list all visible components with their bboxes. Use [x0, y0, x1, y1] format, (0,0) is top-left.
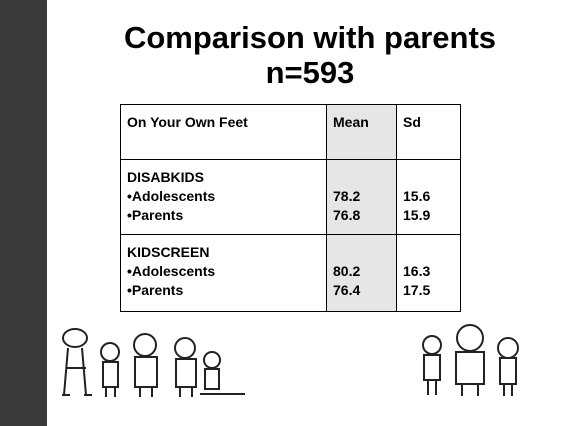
- slide: Comparison with parents n=593 On Your Ow…: [0, 0, 571, 426]
- kids-left: [62, 329, 245, 397]
- illustrations: [0, 0, 571, 426]
- kids-right: [423, 325, 518, 396]
